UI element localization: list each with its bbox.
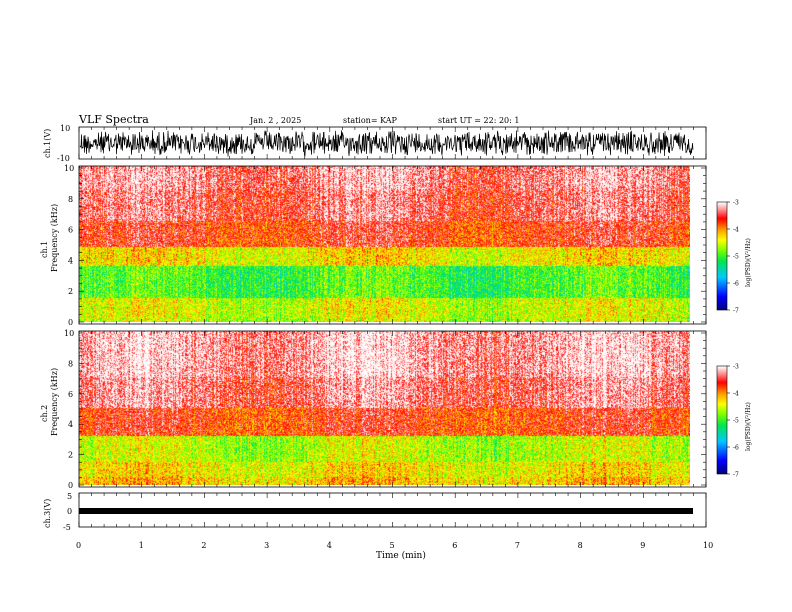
ch1-spec-ytick-label: 6 [68,226,73,235]
ch3-ytick-mid: 0 [67,507,72,516]
x-tick-label: 6 [452,541,457,550]
ch2-colorbar: -3 -4 -5 -6 -7 log(PSD)(V²/Hz) [716,364,752,479]
ch3-ytick-bottom: -5 [63,523,71,532]
ch2-colorbar-gradient [717,366,727,474]
time-axis-label: Time (min) [376,550,426,561]
time-axis: 0 1 2 3 4 5 6 7 8 9 10 [76,127,713,550]
ch1-colorbar-label: log(PSD)(V²/Hz) [745,238,752,287]
ch2-spec-ytick-label: 8 [68,359,73,368]
ch2-spectrogram-ylabel-channel: ch.2 [40,405,49,422]
colorbar-tick-label: -3 [733,364,739,371]
colorbar-tick-label: -7 [733,308,739,315]
colorbar-tick-label: -6 [733,281,739,288]
x-tick-label: 8 [578,541,583,550]
ch1-spectrogram-ylabel: Frequency (kHz) [50,204,59,272]
ch1-spec-ytick-label: 8 [68,195,73,204]
colorbar-tick-label: -5 [733,254,739,261]
ch1-colorbar: -3 -4 -5 -6 -7 log(PSD)(V²/Hz) [716,200,752,315]
colorbar-tick-label: -4 [733,391,739,398]
colorbar-tick-label: -6 [733,445,739,452]
figure-title: VLF Spectra [78,113,149,126]
ch3-waveform-ylabel: ch.3(V) [43,499,52,528]
x-tick-label: 7 [515,541,520,550]
colorbar-tick-label: -7 [733,472,739,479]
colorbar-tick-label: -3 [733,200,739,207]
station-label: station= KAP [343,116,398,125]
ch3-waveform-panel: 5 0 -5 ch.3(V) [43,492,707,532]
ch2-spec-ytick-label: 10 [64,329,74,338]
ch1-spec-ytick-label: 10 [64,164,74,173]
ch2-spec-ytick-label: 0 [68,481,73,490]
start-time-label: start UT = 22: 20: 1 [438,116,519,125]
ch2-spec-ytick-label: 6 [68,390,73,399]
x-tick-label: 0 [76,541,81,550]
ch1-waveform-ylabel: ch.1(V) [43,129,52,158]
ch2-spectrogram-ylabel: Frequency (kHz) [50,368,59,436]
colorbar-tick-label: -4 [733,227,739,234]
date-label: Jan. 2 , 2025 [249,116,301,125]
ch2-spectrogram-panel: 0 2 4 6 8 10 ch.2 Frequency (kHz) [40,329,707,490]
ch1-colorbar-gradient [717,202,727,310]
ch1-ytick-top: 10 [60,124,70,133]
ch1-spectrogram-image [79,166,690,322]
x-tick-label: 1 [139,541,144,550]
ch2-spec-ytick-label: 4 [68,420,73,429]
colorbar-tick-label: -5 [733,418,739,425]
x-tick-label: 5 [390,541,395,550]
ch2-spec-ytick-label: 2 [68,451,73,460]
ch3-waveform-band [79,508,693,514]
ch1-waveform-line [79,130,694,157]
ch2-colorbar-label: log(PSD)(V²/Hz) [745,402,752,451]
ch1-spectrogram-panel: 0 2 4 6 8 10 ch.1 Frequency (kHz) [40,164,707,327]
x-tick-label: 3 [264,541,269,550]
ch1-spec-ytick-label: 0 [68,318,73,327]
ch3-ytick-top: 5 [67,492,72,501]
ch1-spec-ytick-label: 4 [68,256,73,265]
ch1-spec-ytick-label: 2 [68,287,73,296]
ch1-ytick-bottom: -10 [57,154,70,163]
x-tick-label: 4 [327,541,332,550]
x-tick-label: 2 [201,541,206,550]
x-tick-label: 9 [640,541,645,550]
ch1-spectrogram-ylabel-channel: ch.1 [40,241,49,258]
x-tick-label: 10 [703,541,713,550]
ch2-spectrogram-image [79,331,690,485]
ch1-waveform-panel: 10 -10 ch.1(V) [43,124,707,163]
